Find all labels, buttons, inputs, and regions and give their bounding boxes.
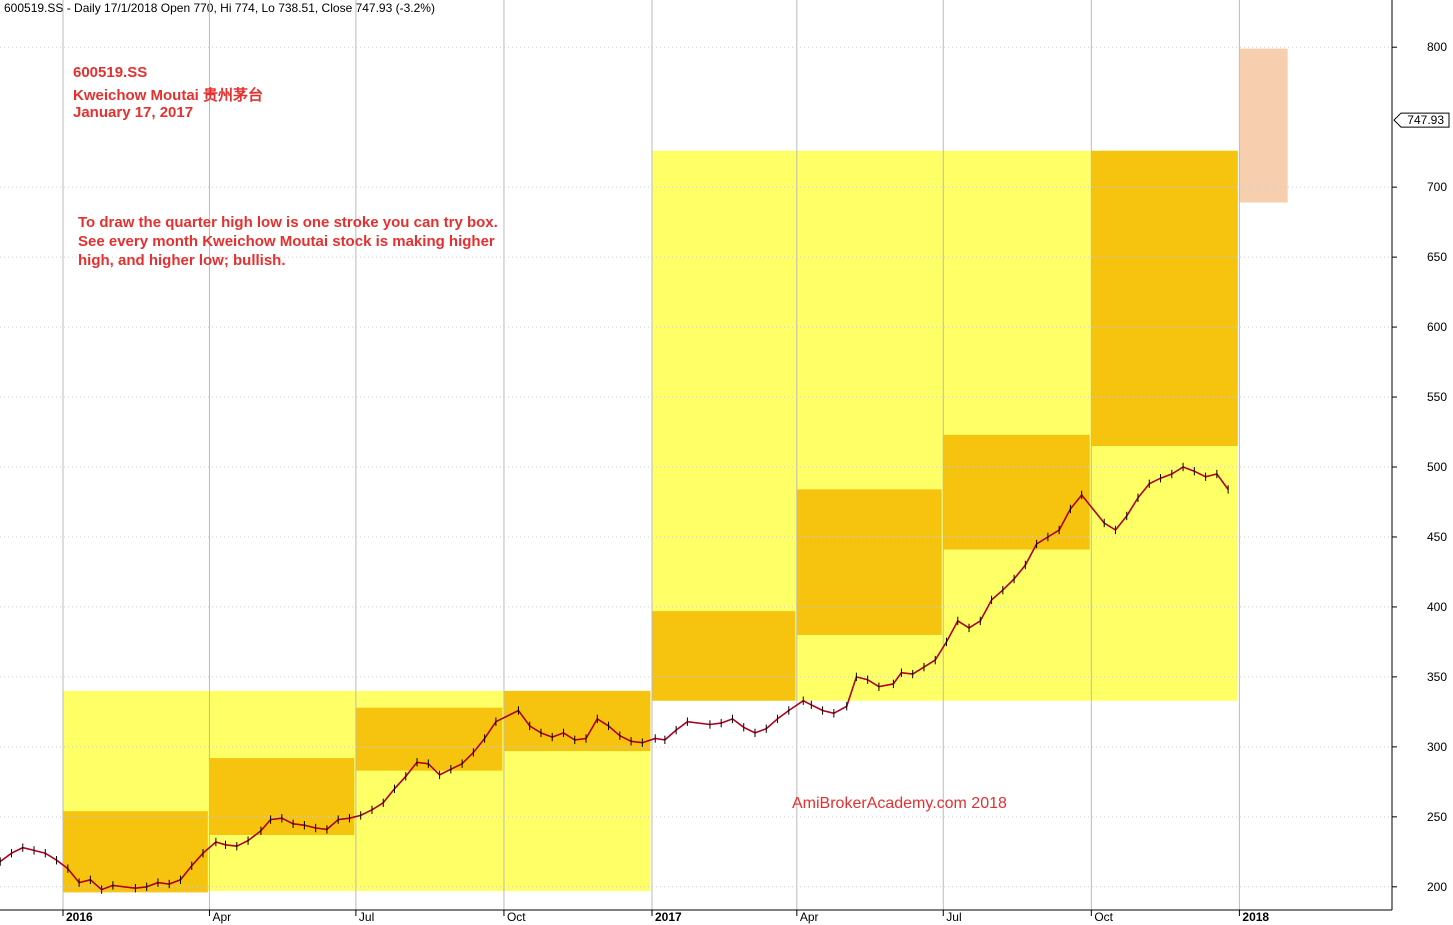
x-tick-label: Apr	[212, 910, 231, 924]
y-tick-label: 250	[1427, 810, 1447, 824]
y-tick-label: 300	[1427, 740, 1447, 754]
ticker-label: 600519.SS	[73, 64, 148, 81]
y-tick-label: 650	[1427, 250, 1447, 264]
quarter-range-box	[1091, 150, 1238, 447]
y-tick-label: 700	[1427, 180, 1447, 194]
y-tick-label: 400	[1427, 600, 1447, 614]
x-tick-label: 2017	[655, 910, 682, 924]
note-line-1: To draw the quarter high low is one stro…	[78, 214, 498, 231]
last-price-label: 747.93	[1407, 113, 1444, 127]
y-tick-label: 600	[1427, 320, 1447, 334]
x-tick-label: Apr	[800, 910, 819, 924]
x-tick-label: 2016	[66, 910, 93, 924]
note-line-3: high, and higher low; bullish.	[78, 252, 286, 269]
watermark-label: AmiBrokerAcademy.com 2018	[792, 795, 1007, 812]
quarter-range-box	[652, 611, 796, 701]
x-tick-label: Jul	[359, 910, 374, 924]
quarter-range-box	[943, 434, 1090, 550]
y-tick-label: 500	[1427, 460, 1447, 474]
x-tick-label: 2018	[1242, 910, 1269, 924]
quarter-range-box	[796, 489, 942, 635]
y-tick-label: 800	[1427, 40, 1447, 54]
quarter-range-box	[503, 690, 651, 752]
quarter-range-box	[355, 707, 503, 771]
last-price-marker	[1393, 112, 1450, 128]
company-label: Kweichow Moutai 贵州茅台	[73, 87, 264, 104]
y-tick-label: 200	[1427, 880, 1447, 894]
note-line-2: See every month Kweichow Moutai stock is…	[78, 233, 495, 250]
x-tick-label: Oct	[1094, 910, 1113, 924]
chart-header: 600519.SS - Daily 17/1/2018 Open 770, Hi…	[4, 1, 435, 15]
y-tick-label: 350	[1427, 670, 1447, 684]
x-tick-label: Jul	[946, 910, 961, 924]
quarter-range-box	[63, 811, 208, 893]
y-tick-label: 450	[1427, 530, 1447, 544]
current-range-box	[1239, 48, 1288, 203]
date-label: January 17, 2017	[73, 104, 194, 121]
y-tick-label: 550	[1427, 390, 1447, 404]
x-tick-label: Oct	[507, 910, 526, 924]
